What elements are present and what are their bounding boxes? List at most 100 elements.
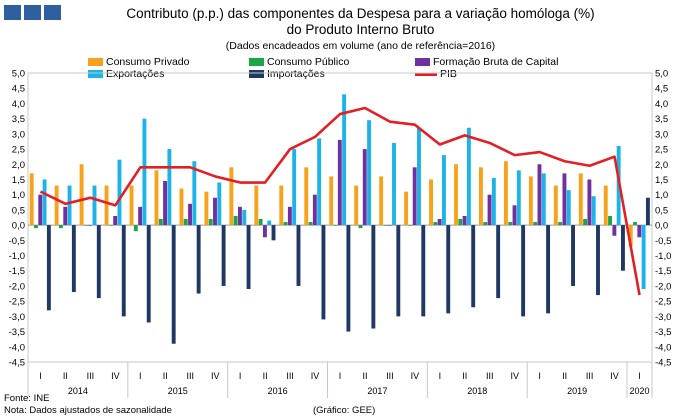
bar-importa-es — [246, 225, 251, 289]
bar-forma-o-bruta-de-capital — [337, 139, 342, 226]
bar-importa-es — [271, 225, 276, 241]
bar-consumo-privado — [429, 179, 433, 226]
year-label: 2019 — [567, 386, 587, 396]
quarter-label: IV — [311, 371, 320, 381]
quarter-label: II — [562, 371, 567, 381]
bar-consumo-p-blico — [358, 225, 363, 229]
bar-exporta-es — [491, 177, 496, 226]
bar-exporta-es — [292, 149, 297, 226]
quarter-label: III — [586, 371, 594, 381]
bar-consumo-p-blico — [608, 215, 613, 226]
legend-label: Exportações — [106, 68, 165, 80]
bar-importa-es — [496, 225, 501, 299]
quarter-label: III — [286, 371, 294, 381]
y-tick-label-right: 2,5 — [655, 145, 668, 156]
bar-forma-o-bruta-de-capital — [312, 194, 317, 226]
year-label: 2016 — [268, 386, 288, 396]
bar-exporta-es — [67, 185, 72, 226]
bar-exporta-es — [167, 149, 172, 226]
bar-consumo-privado — [129, 185, 134, 226]
y-tick-label-right: -2,0 — [655, 281, 671, 292]
y-tick-label-left: -2,0 — [9, 281, 25, 292]
y-tick-label-left: -2,5 — [9, 297, 25, 308]
bar-consumo-p-blico — [308, 222, 313, 226]
y-tick-label-left: -1,0 — [9, 251, 25, 262]
bar-importa-es — [645, 197, 650, 226]
quarter-label: II — [462, 371, 467, 381]
y-tick-label-right: -4,5 — [655, 358, 671, 369]
quarter-label: I — [339, 371, 342, 381]
legend-label: Formação Bruta de Capital — [433, 56, 559, 68]
bar-consumo-privado — [479, 167, 483, 226]
bar-exporta-es — [192, 161, 197, 226]
bar-forma-o-bruta-de-capital — [188, 203, 192, 226]
quarter-label: II — [163, 371, 168, 381]
bar-consumo-p-blico — [58, 225, 63, 229]
bar-importa-es — [296, 225, 301, 286]
bar-importa-es — [471, 225, 476, 308]
y-tick-label-left: 4,0 — [12, 99, 25, 110]
y-tick-label-left: 2,5 — [12, 145, 25, 156]
bar-forma-o-bruta-de-capital — [637, 225, 642, 238]
y-tick-label-left: -4,5 — [9, 358, 25, 369]
bar-consumo-p-blico — [158, 219, 163, 226]
legend-label: Importações — [267, 68, 325, 80]
bar-importa-es — [596, 225, 600, 296]
y-tick-label-right: 1,5 — [655, 175, 668, 186]
pib-line — [39, 106, 641, 296]
bar-consumo-p-blico — [533, 222, 538, 226]
bar-importa-es — [171, 225, 176, 344]
bar-importa-es — [521, 225, 526, 317]
bar-exporta-es — [267, 220, 272, 226]
bar-exporta-es — [142, 118, 147, 226]
quarter-label: I — [239, 371, 242, 381]
bar-exporta-es — [242, 209, 247, 226]
bar-consumo-p-blico — [483, 222, 488, 226]
bar-exporta-es — [541, 173, 546, 226]
y-tick-label-right: -2,5 — [655, 297, 671, 308]
bar-exporta-es — [342, 94, 347, 226]
y-tick-label-right: 2,0 — [655, 160, 668, 171]
quarter-label: II — [362, 371, 367, 381]
bar-forma-o-bruta-de-capital — [113, 215, 118, 226]
quarter-label: IV — [111, 371, 120, 381]
bar-consumo-privado — [104, 185, 109, 226]
chart-credit: (Gráfico: GEE) — [313, 405, 376, 416]
bar-exporta-es — [392, 142, 396, 226]
bar-consumo-p-blico — [133, 225, 138, 232]
bar-exporta-es — [217, 182, 222, 226]
y-tick-label-left: 1,5 — [12, 175, 25, 186]
bar-consumo-privado — [404, 191, 409, 226]
y-tick-label-right: -3,5 — [655, 327, 671, 338]
bar-exporta-es — [417, 127, 421, 226]
bar-consumo-privado — [29, 173, 34, 226]
bar-consumo-privado — [528, 176, 533, 226]
y-tick-label-left: -3,0 — [9, 312, 25, 323]
bar-forma-o-bruta-de-capital — [512, 205, 517, 226]
source-note: Fonte: INE — [4, 393, 50, 404]
bar-consumo-privado — [578, 173, 583, 226]
bar-consumo-p-blico — [108, 225, 113, 226]
bar-consumo-privado — [503, 161, 508, 226]
chart-title-line2: do Produto Interno Bruto — [286, 22, 435, 37]
bar-importa-es — [421, 225, 426, 317]
y-tick-label-right: 0,0 — [655, 221, 668, 232]
bar-consumo-p-blico — [283, 222, 288, 226]
bar-forma-o-bruta-de-capital — [262, 225, 267, 238]
bar-exporta-es — [516, 170, 521, 226]
legend-swatch — [88, 70, 103, 78]
y-tick-label-right: 3,0 — [655, 129, 668, 140]
bar-importa-es — [321, 225, 326, 320]
bar-consumo-privado — [379, 176, 384, 226]
bar-consumo-p-blico — [508, 222, 513, 226]
bar-importa-es — [396, 225, 401, 317]
bar-importa-es — [446, 225, 451, 314]
bar-importa-es — [371, 225, 376, 329]
bar-importa-es — [346, 225, 351, 332]
y-tick-label-left: -1,5 — [9, 266, 25, 277]
legend-item-importa-es: Importações — [249, 68, 325, 80]
bar-importa-es — [46, 225, 51, 311]
bar-forma-o-bruta-de-capital — [412, 167, 417, 226]
bar-importa-es — [546, 225, 551, 314]
bar-forma-o-bruta-de-capital — [387, 225, 392, 226]
